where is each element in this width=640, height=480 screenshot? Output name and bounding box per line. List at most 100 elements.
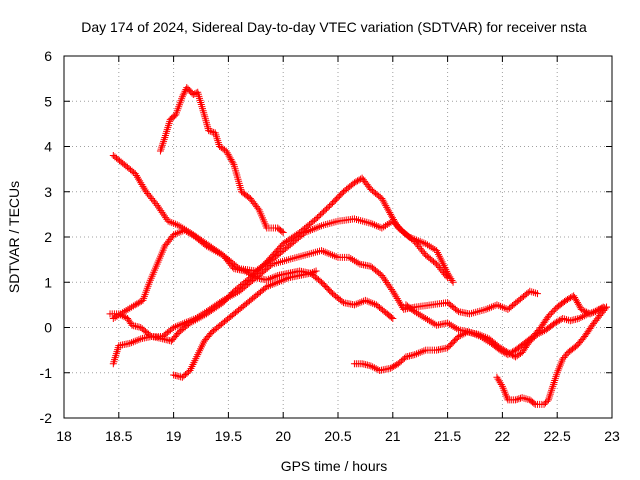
data-point [371,221,379,229]
y-tick-label: 3 [44,184,52,200]
y-tick-label: -2 [40,410,53,426]
data-point [323,205,331,213]
data-point [590,308,598,316]
data-point [312,267,320,275]
data-point [173,229,181,237]
data-point [301,228,309,236]
data-point [352,258,360,266]
data-point [504,351,512,359]
data-point [395,298,403,306]
data-point [398,302,406,310]
data-point [354,177,362,185]
data-point [154,203,162,211]
series-track-f [170,267,320,381]
data-point [347,254,355,262]
data-point [188,231,196,239]
series-track-i [493,303,611,408]
data-point [350,257,358,265]
data-point [279,228,287,236]
data-point [226,292,234,300]
data-point [135,175,143,183]
x-tick-label: 22 [495,428,511,444]
data-point [325,250,333,258]
data-point [379,273,387,281]
data-point [546,311,554,319]
data-point [206,127,214,135]
data-point [266,274,274,282]
data-point [173,322,181,330]
data-point [175,222,183,230]
data-point [109,314,117,322]
data-point [447,321,455,329]
data-point [400,354,408,362]
data-point [370,364,378,372]
y-axis-label: SDTVAR / TECUs [6,181,22,293]
data-point [416,311,424,319]
data-point [265,275,273,283]
data-point [208,245,216,253]
data-point [175,228,183,236]
data-point [444,274,452,282]
data-point [345,253,353,261]
series-track-e [156,84,287,236]
x-axis-label: GPS time / hours [281,458,388,474]
data-point [224,293,232,301]
data-point [166,218,174,226]
data-point [495,377,503,385]
data-point [476,333,484,341]
data-point [126,339,134,347]
data-point [164,217,172,225]
data-point [323,249,331,257]
data-point [383,221,391,229]
data-point [385,207,393,215]
data-point [411,308,419,316]
data-point [575,314,583,322]
data-point [387,364,395,372]
data-point [388,363,396,371]
data-point [418,312,426,320]
data-point [381,277,389,285]
data-point [113,312,121,320]
data-point [444,319,452,327]
x-tick-label: 20 [275,428,291,444]
data-point [140,184,148,192]
data-point [136,177,144,185]
data-point [327,201,335,209]
data-point [564,295,572,303]
data-point [162,214,170,222]
data-point [117,310,125,318]
data-point [326,202,334,210]
data-point [507,349,515,357]
data-point [489,302,497,310]
data-point [603,303,611,311]
data-point [263,276,271,284]
data-point [512,396,520,404]
data-point [367,219,375,227]
x-tick-label: 18.5 [105,428,132,444]
data-point [361,296,369,304]
data-point [254,204,262,212]
data-point [390,362,398,370]
data-point [418,238,426,246]
y-tick-label: 6 [44,48,52,64]
data-point [389,287,397,295]
data-point [381,200,389,208]
data-point [283,274,291,282]
data-point [129,338,137,346]
data-point [171,220,179,228]
data-point [199,310,207,318]
data-point [380,275,388,283]
data-point [170,231,178,239]
chart-title: Day 174 of 2024, Sidereal Day-to-day VTE… [81,19,587,35]
data-point [314,213,322,221]
data-point [219,296,227,304]
data-point [367,362,375,370]
data-point [442,272,450,280]
plot-frame [63,55,613,419]
data-point [455,333,463,341]
data-point [277,277,285,285]
data-point [128,303,136,311]
data-point [314,223,322,231]
data-point [554,317,562,325]
data-point [131,337,139,345]
